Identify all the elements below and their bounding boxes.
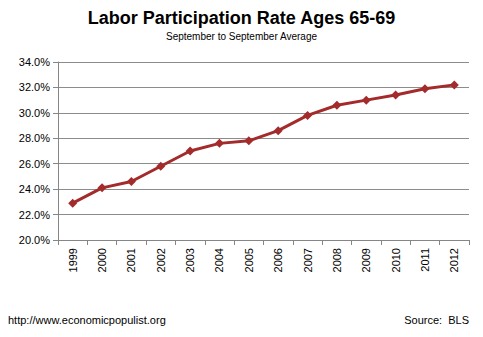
svg-text:2009: 2009	[360, 248, 372, 272]
svg-text:2006: 2006	[272, 248, 284, 272]
svg-text:30.0%: 30.0%	[19, 107, 50, 119]
svg-text:2005: 2005	[243, 248, 255, 272]
svg-text:Labor Participation Rate Ages: Labor Participation Rate Ages 65-69	[88, 8, 395, 28]
svg-text:2004: 2004	[213, 248, 225, 272]
svg-text:2008: 2008	[331, 248, 343, 272]
svg-text:2012: 2012	[448, 248, 460, 272]
svg-text:26.0%: 26.0%	[19, 158, 50, 170]
svg-text:Source: BLS: Source: BLS	[404, 314, 469, 326]
svg-text:2000: 2000	[96, 248, 108, 272]
svg-text:22.0%: 22.0%	[19, 209, 50, 221]
svg-text:http://www.economicpopulist.or: http://www.economicpopulist.org	[8, 314, 166, 326]
svg-text:32.0%: 32.0%	[19, 81, 50, 93]
svg-text:34.0%: 34.0%	[19, 56, 50, 68]
svg-text:2001: 2001	[125, 248, 137, 272]
svg-text:2003: 2003	[184, 248, 196, 272]
svg-text:28.0%: 28.0%	[19, 132, 50, 144]
svg-text:2007: 2007	[302, 248, 314, 272]
svg-text:20.0%: 20.0%	[19, 234, 50, 246]
svg-text:2002: 2002	[155, 248, 167, 272]
svg-text:24.0%: 24.0%	[19, 183, 50, 195]
svg-text:September to September Average: September to September Average	[166, 31, 317, 42]
svg-text:2011: 2011	[419, 248, 431, 272]
svg-text:2010: 2010	[390, 248, 402, 272]
svg-text:1999: 1999	[67, 248, 79, 272]
